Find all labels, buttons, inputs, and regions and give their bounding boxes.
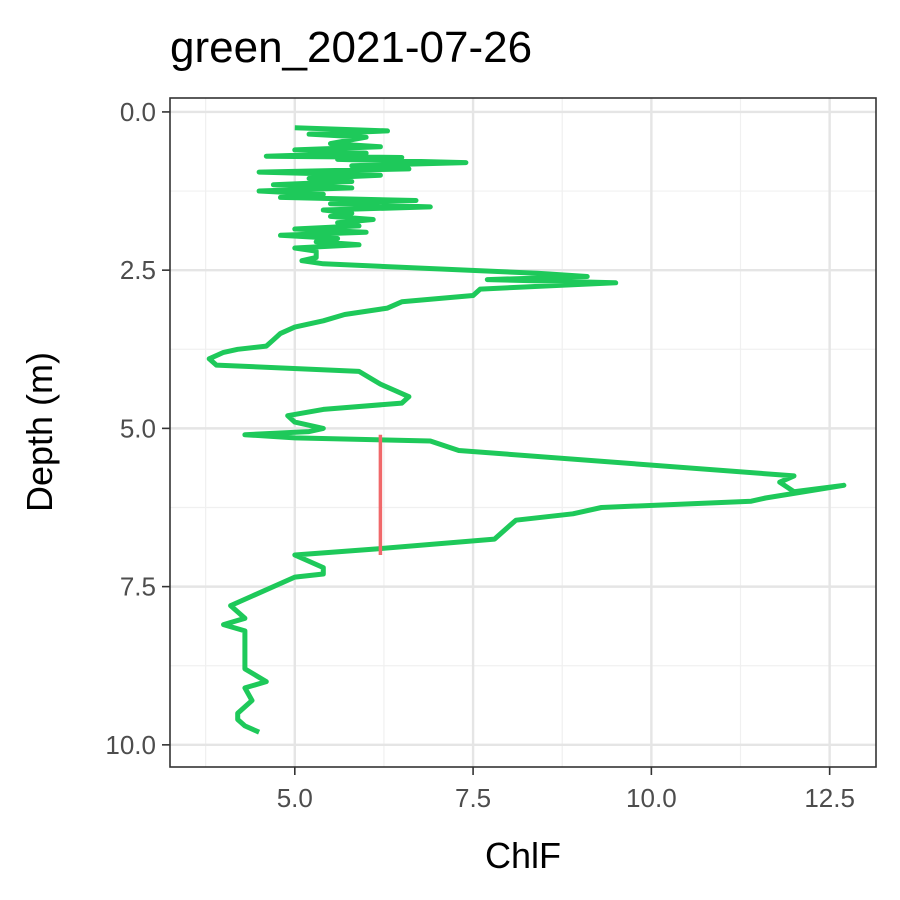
y-tick-label: 10.0 [105,730,156,760]
chlf-profile-line [206,125,847,735]
x-axis-title: ChlF [485,835,561,876]
x-tick-label: 10.0 [626,783,677,813]
x-tick-label: 5.0 [277,783,313,813]
panel-border [169,97,877,768]
y-axis-title: Depth (m) [19,352,60,512]
chart-title: green_2021-07-26 [170,23,532,72]
series-layer [206,125,847,735]
grid-layer [170,98,876,767]
x-tick-label: 7.5 [455,783,491,813]
y-tick-label: 7.5 [120,572,156,602]
y-tick-label: 2.5 [120,255,156,285]
x-tick-label: 12.5 [804,783,855,813]
y-tick-label: 0.0 [120,97,156,127]
axis-layer: 5.0 7.5 10.0 12.5 0.0 2.5 5.0 7.5 10.0 [105,97,855,813]
y-tick-label: 5.0 [120,413,156,443]
